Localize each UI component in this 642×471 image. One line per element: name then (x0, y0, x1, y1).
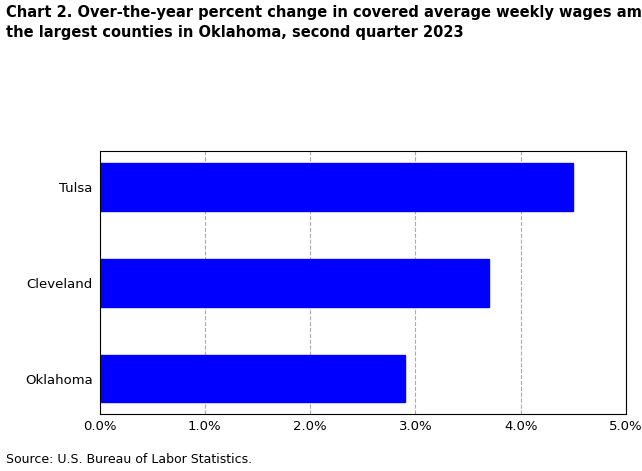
Text: Chart 2. Over-the-year percent change in covered average weekly wages among
the : Chart 2. Over-the-year percent change in… (6, 5, 642, 40)
Bar (100, 355, 405, 403)
Bar (100, 259, 489, 307)
Bar (100, 162, 573, 211)
Text: Source: U.S. Bureau of Labor Statistics.: Source: U.S. Bureau of Labor Statistics. (6, 453, 252, 466)
